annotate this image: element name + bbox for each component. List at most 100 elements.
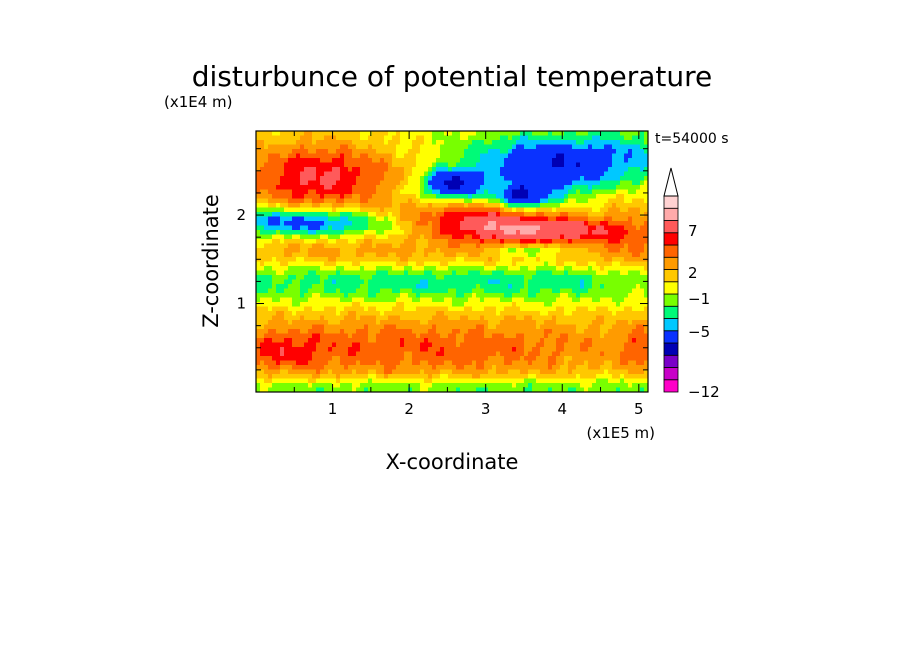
field-cell (532, 149, 537, 154)
field-cell (612, 297, 617, 303)
field-cell (588, 311, 593, 316)
field-cell (600, 140, 605, 145)
field-cell (644, 315, 648, 321)
field-cell (412, 144, 417, 150)
field-cell (364, 293, 369, 298)
field-cell (524, 158, 529, 163)
field-cell (540, 153, 545, 159)
field-cell (524, 212, 529, 217)
field-cell (480, 315, 485, 321)
field-cell (336, 338, 341, 343)
field-cell (624, 270, 629, 276)
field-cell (320, 275, 325, 280)
field-cell (540, 225, 545, 231)
field-cell (388, 320, 393, 325)
field-cell (436, 297, 441, 303)
field-cell (492, 140, 497, 145)
field-cell (556, 225, 561, 231)
field-cell (508, 347, 513, 352)
field-cell (472, 140, 477, 145)
field-cell (432, 270, 437, 276)
field-cell (404, 275, 409, 280)
field-cell (312, 297, 317, 303)
field-cell (372, 131, 377, 136)
field-cell (364, 257, 369, 262)
field-cell (464, 180, 469, 186)
field-cell (312, 144, 317, 150)
field-cell (340, 261, 345, 267)
field-cell (340, 212, 345, 217)
field-cell (380, 351, 385, 357)
field-cell (584, 230, 589, 235)
field-cell (500, 135, 505, 141)
field-cell (464, 261, 469, 267)
field-cell (520, 167, 525, 172)
field-cell (452, 248, 457, 253)
field-cell (624, 347, 629, 352)
field-cell (384, 306, 389, 312)
field-cell (376, 293, 381, 298)
field-cell (392, 171, 397, 177)
field-cell (328, 207, 333, 213)
field-cell (372, 203, 377, 208)
field-cell (308, 302, 313, 307)
field-cell (264, 288, 269, 294)
field-cell (604, 239, 609, 244)
field-cell (632, 194, 637, 199)
field-cell (296, 198, 301, 204)
field-cell (276, 225, 281, 231)
field-cell (620, 149, 625, 154)
field-cell (320, 171, 325, 177)
field-cell (488, 347, 493, 352)
field-cell (608, 252, 613, 258)
field-cell (292, 311, 297, 316)
field-cell (300, 288, 305, 294)
field-cell (320, 329, 325, 334)
field-cell (576, 131, 581, 136)
field-cell (620, 194, 625, 199)
field-cell (572, 315, 577, 321)
field-cell (356, 297, 361, 303)
field-cell (428, 248, 433, 253)
field-cell (304, 266, 309, 271)
field-cell (540, 185, 545, 190)
field-cell (624, 252, 629, 258)
field-cell (504, 207, 509, 213)
field-cell (256, 248, 261, 253)
field-cell (544, 212, 549, 217)
field-cell (288, 347, 293, 352)
field-cell (308, 158, 313, 163)
field-cell (416, 194, 421, 199)
field-cell (464, 153, 469, 159)
field-cell (404, 347, 409, 352)
field-cell (428, 320, 433, 325)
field-cell (328, 338, 333, 343)
field-cell (412, 347, 417, 352)
field-cell (512, 275, 517, 280)
field-cell (292, 266, 297, 271)
field-cell (372, 347, 377, 352)
field-cell (496, 324, 501, 330)
field-cell (272, 333, 277, 339)
field-cell (508, 194, 513, 199)
field-cell (304, 144, 309, 150)
field-cell (436, 311, 441, 316)
field-cell (404, 338, 409, 343)
field-cell (384, 351, 389, 357)
field-cell (612, 257, 617, 262)
field-cell (532, 261, 537, 267)
field-cell (260, 324, 265, 330)
field-cell (284, 279, 289, 285)
field-cell (424, 302, 429, 307)
field-cell (348, 333, 353, 339)
field-cell (416, 230, 421, 235)
field-cell (624, 212, 629, 217)
field-cell (468, 149, 473, 154)
field-cell (600, 185, 605, 190)
field-cell (588, 347, 593, 352)
field-cell (560, 234, 565, 240)
field-cell (400, 266, 405, 271)
field-cell (560, 338, 565, 343)
field-cell (592, 135, 597, 141)
field-cell (304, 216, 309, 222)
